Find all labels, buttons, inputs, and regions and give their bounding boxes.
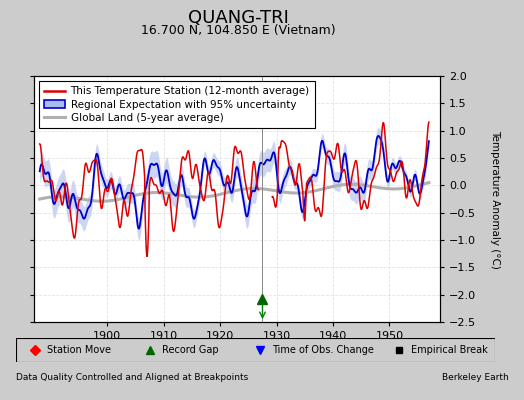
Y-axis label: Temperature Anomaly (°C): Temperature Anomaly (°C) — [490, 130, 500, 268]
Text: Berkeley Earth: Berkeley Earth — [442, 374, 508, 382]
Legend: This Temperature Station (12-month average), Regional Expectation with 95% uncer: This Temperature Station (12-month avera… — [39, 81, 315, 128]
Text: Station Move: Station Move — [47, 345, 111, 355]
Text: QUANG-TRI: QUANG-TRI — [188, 9, 289, 27]
Text: Data Quality Controlled and Aligned at Breakpoints: Data Quality Controlled and Aligned at B… — [16, 374, 248, 382]
Text: Record Gap: Record Gap — [162, 345, 219, 355]
Text: Time of Obs. Change: Time of Obs. Change — [272, 345, 374, 355]
Text: 16.700 N, 104.850 E (Vietnam): 16.700 N, 104.850 E (Vietnam) — [141, 24, 336, 37]
Text: Empirical Break: Empirical Break — [411, 345, 488, 355]
